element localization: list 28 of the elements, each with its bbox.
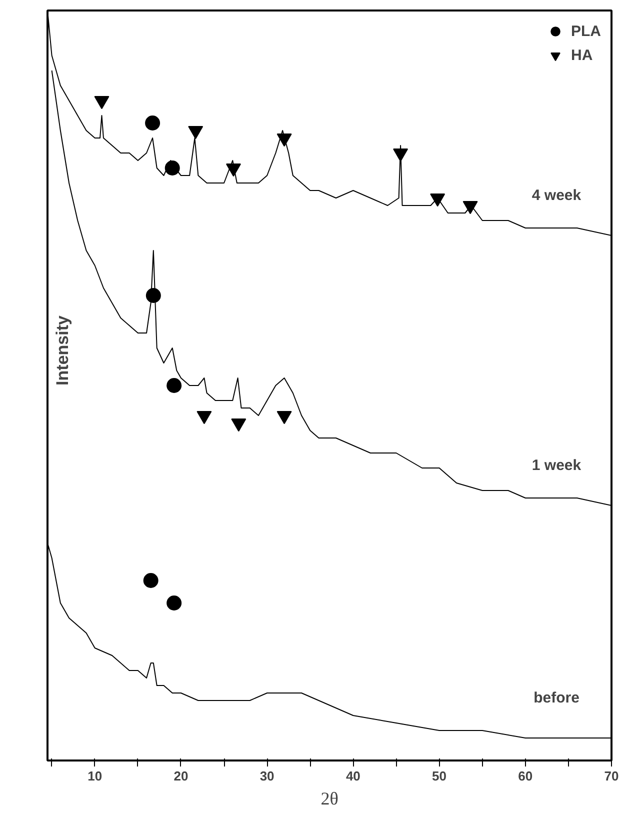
x-tick-label: 60	[518, 768, 533, 784]
x-tick-label: 30	[260, 768, 274, 784]
point	[226, 163, 241, 177]
point	[276, 133, 292, 147]
point	[430, 193, 446, 207]
annotation: 1 week	[532, 457, 582, 474]
point	[94, 96, 110, 110]
point	[276, 410, 292, 424]
point	[143, 573, 158, 588]
point	[196, 410, 212, 424]
legend-label: PLA	[571, 22, 601, 40]
point	[231, 418, 246, 432]
annotation: before	[534, 690, 580, 706]
x-tick-label: 40	[346, 768, 360, 784]
x-axis-title: 2θ	[320, 788, 338, 808]
point	[393, 148, 408, 162]
annotation: 4 week	[532, 187, 582, 204]
x-tick-label: 50	[432, 768, 447, 784]
point	[166, 596, 182, 610]
y-axis-title: Intensity	[53, 315, 72, 386]
point	[462, 200, 478, 214]
x-tick-label: 10	[88, 768, 102, 784]
point	[166, 378, 182, 393]
x-tick-label: 20	[174, 768, 188, 784]
point	[188, 126, 204, 140]
x-tick-label: 70	[604, 768, 619, 784]
legend-label: HA	[571, 46, 593, 64]
point	[146, 288, 161, 303]
